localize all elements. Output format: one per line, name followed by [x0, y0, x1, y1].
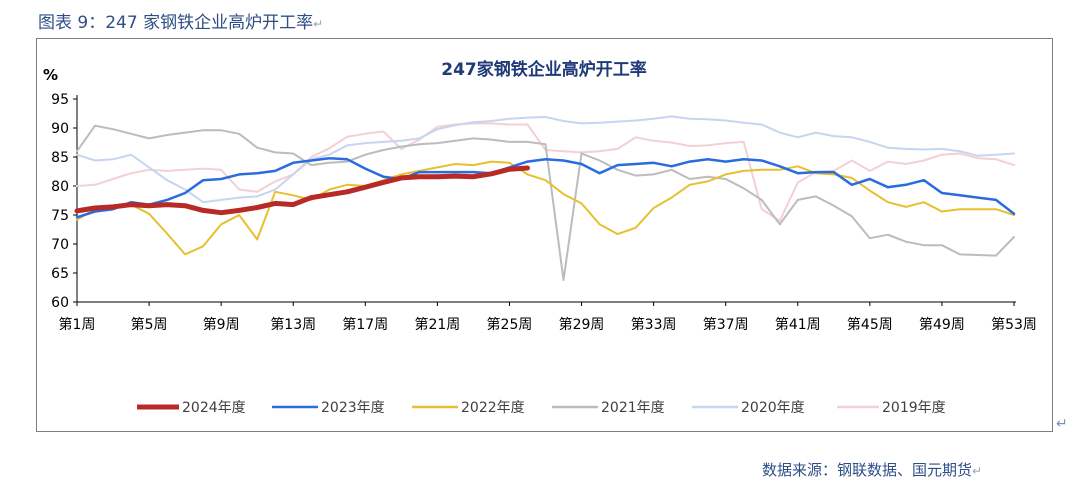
data-source-note: 数据来源：钢联数据、国元期货↵	[762, 459, 982, 480]
figure-caption-prefix: 图表 9：	[38, 13, 106, 33]
y-tick-label: 95	[51, 92, 69, 108]
series-line-2024	[74, 165, 530, 216]
x-tick-label: 第21周	[414, 316, 460, 333]
legend-label-2022: 2022年度	[461, 400, 525, 416]
x-tick-label: 第9周	[203, 316, 240, 333]
x-tick-label: 第25周	[487, 316, 533, 333]
figure-caption-text: 247 家钢铁企业高炉开工率	[105, 13, 314, 33]
x-tick-label: 第49周	[919, 316, 965, 333]
y-tick-label: 60	[51, 295, 69, 311]
legend-label-2019: 2019年度	[882, 400, 946, 416]
series-line-2023	[75, 156, 1016, 219]
x-tick-label: 第13周	[270, 316, 316, 333]
chart-frame: 247家钢铁企业高炉开工率% 60 65 70 75 80 85 90 95 第1周 第5周 第9周 第…	[36, 38, 1053, 432]
line-chart: 247家钢铁企业高炉开工率% 60 65 70 75 80 85 90 95 第1周 第5周 第9周 第…	[43, 59, 1037, 416]
paragraph-return-mark: ↵	[313, 17, 324, 31]
series-line-2019	[76, 122, 1015, 222]
data-source-text: 数据来源：钢联数据、国元期货	[762, 461, 973, 479]
series-line-2020	[76, 115, 1015, 204]
x-tick-label: 第29周	[559, 316, 605, 333]
y-tick-label: 65	[51, 266, 69, 282]
legend-label-2020: 2020年度	[741, 400, 805, 416]
source-return-mark: ↵	[972, 464, 983, 478]
x-tick-label: 第1周	[59, 316, 96, 333]
y-tick-label: 80	[51, 179, 69, 195]
y-tick-label: 85	[51, 150, 69, 166]
paragraph-return-mark-side: ↵	[1056, 416, 1068, 432]
chart-title: 247家钢铁企业高炉开工率	[441, 59, 647, 80]
legend-label-2024: 2024年度	[182, 400, 246, 416]
x-tick-label: 第5周	[131, 316, 168, 333]
x-tick-label: 第53周	[991, 316, 1037, 333]
legend-label-2021: 2021年度	[601, 400, 665, 416]
y-axis-unit-label: %	[43, 66, 58, 84]
x-tick-label: 第17周	[342, 316, 388, 333]
x-tick-label: 第41周	[775, 316, 821, 333]
y-tick-label: 70	[51, 237, 69, 253]
series-line-2021	[76, 124, 1015, 281]
x-tick-label: 第45周	[847, 316, 893, 333]
y-tick-label: 75	[51, 208, 69, 224]
legend-label-2023: 2023年度	[321, 400, 385, 416]
y-tick-label: 90	[51, 121, 69, 137]
figure-caption: 图表 9：247 家钢铁企业高炉开工率↵	[38, 8, 323, 33]
x-tick-label: 第33周	[631, 316, 677, 333]
x-tick-label: 第37周	[703, 316, 749, 333]
series-line-2022	[76, 160, 1015, 256]
